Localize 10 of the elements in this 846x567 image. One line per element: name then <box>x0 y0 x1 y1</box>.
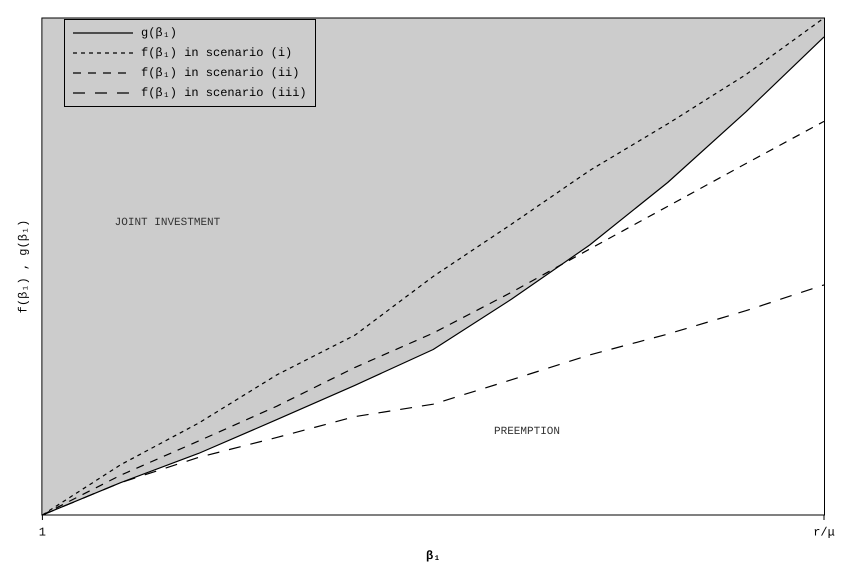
annotation: JOINT INVESTMENT <box>114 217 221 230</box>
x-tick-label: r/μ <box>813 525 835 540</box>
legend-label: f(β₁) in scenario (iii) <box>141 85 307 102</box>
annotation: PREEMPTION <box>494 426 560 438</box>
x-axis-title: β₁ <box>426 548 440 563</box>
legend-label: f(β₁) in scenario (ii) <box>141 65 300 82</box>
legend-label: f(β₁) in scenario (i) <box>141 45 292 62</box>
legend-label: g(β₁) <box>141 25 178 42</box>
x-tick-label: 1 <box>38 525 46 540</box>
y-axis-title: f(β₁) , g(β₁) <box>16 220 30 314</box>
